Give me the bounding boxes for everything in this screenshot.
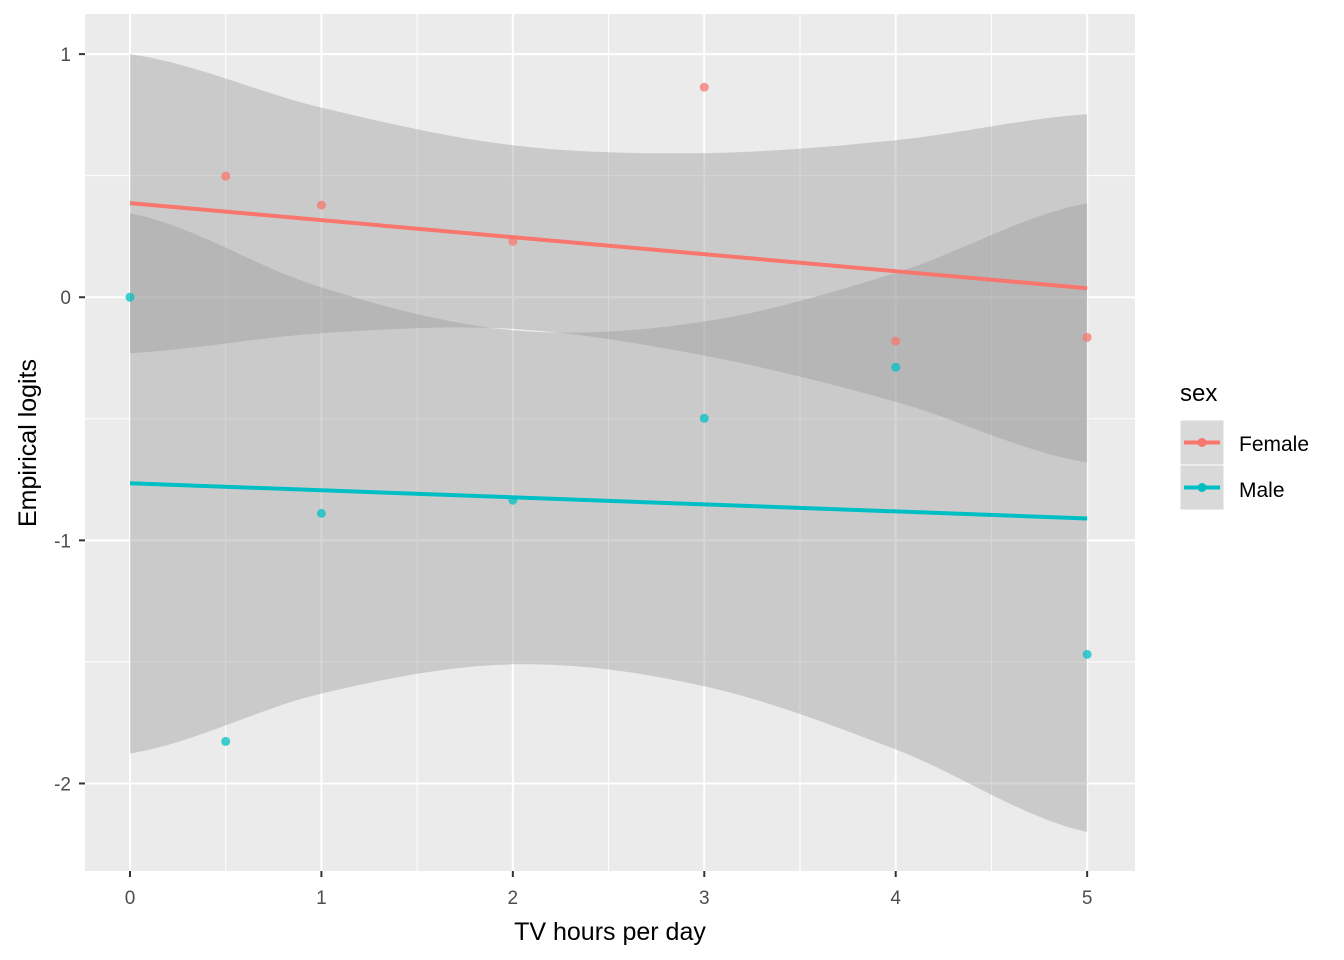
ribbons [130, 54, 1088, 833]
panel-background [85, 14, 1135, 871]
x-axis-title: TV hours per day [514, 918, 706, 946]
data-point-female [699, 82, 709, 92]
y-tick-label: 0 [60, 288, 71, 309]
data-point-female [891, 336, 901, 346]
x-tick-label: 5 [1082, 888, 1093, 909]
x-tick-label: 1 [316, 888, 327, 909]
data-point-female [316, 200, 326, 210]
points [125, 82, 1092, 746]
data-point-female [221, 171, 231, 181]
x-tick-label: 0 [125, 888, 136, 909]
y-tick-label: 1 [60, 45, 71, 66]
data-point-male [1082, 649, 1092, 659]
legend-label-male: Male [1239, 479, 1285, 502]
data-point-female [1082, 332, 1092, 342]
x-tick-label: 4 [890, 888, 901, 909]
legend-title: sex [1180, 380, 1217, 407]
x-tick-label: 3 [699, 888, 710, 909]
grid [85, 14, 1135, 871]
fit-line-male [129, 481, 1088, 521]
fit-lines [129, 201, 1088, 521]
legend-key-point [1197, 483, 1207, 492]
data-point-male [125, 292, 135, 302]
data-point-female [508, 236, 518, 246]
confidence-ribbon-female [130, 54, 1088, 463]
data-point-male [316, 508, 326, 518]
data-point-male [891, 362, 901, 372]
data-point-male [221, 736, 231, 746]
data-point-male [508, 495, 518, 505]
data-point-male [699, 413, 709, 423]
legend-key-point [1197, 438, 1207, 447]
axes: 0 1 2 3 4 5 -2 -1 0 1 [54, 45, 1092, 909]
legend: sex Female Male [1179, 380, 1309, 511]
y-tick-label: -2 [54, 774, 71, 795]
legend-label-female: Female [1239, 433, 1309, 456]
x-tick-label: 2 [508, 888, 519, 909]
fit-line-female [129, 201, 1088, 291]
confidence-ribbon-male [130, 203, 1088, 833]
y-axis-title: Empirical logits [14, 359, 42, 527]
y-tick-label: -1 [54, 531, 71, 552]
